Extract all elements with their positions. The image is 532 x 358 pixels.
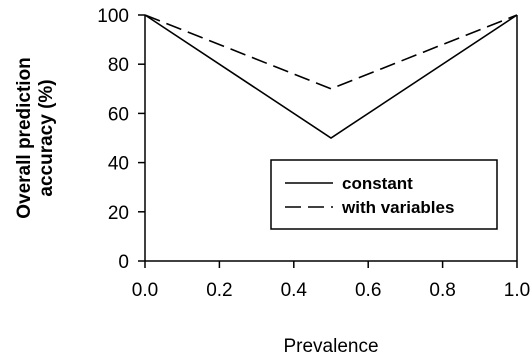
legend-box (270, 159, 498, 230)
legend-label-with-variables: with variables (341, 198, 454, 217)
x-tick-label: 0.0 (132, 280, 158, 301)
legend: constant with variables (270, 159, 498, 230)
x-tick-label: 0.6 (355, 280, 381, 301)
x-tick-label: 0.4 (281, 280, 308, 301)
y-axis-title-line-2: accuracy (%) (36, 79, 57, 196)
series-layer (144, 14, 518, 139)
y-tick-label: 0 (118, 252, 129, 273)
y-tick-label: 80 (108, 55, 129, 76)
y-ticks: 0 20 40 60 80 100 (97, 6, 145, 273)
series-line-constant (144, 14, 518, 139)
y-tick-label: 60 (108, 104, 129, 125)
x-tick-label: 0.2 (206, 280, 232, 301)
y-axis-title-line-1: Overall prediction (14, 57, 35, 219)
y-tick-label: 40 (108, 154, 129, 175)
legend-label-constant: constant (342, 174, 413, 193)
x-tick-label: 1.0 (504, 280, 530, 301)
x-ticks: 0.0 0.2 0.4 0.6 0.8 1.0 (132, 261, 530, 301)
x-axis-title: Prevalence (283, 336, 378, 357)
x-tick-label: 0.8 (429, 280, 455, 301)
y-tick-label: 100 (97, 6, 129, 27)
y-tick-label: 20 (108, 203, 129, 224)
plot-frame (144, 15, 518, 262)
series-line-with-variables (144, 14, 518, 90)
